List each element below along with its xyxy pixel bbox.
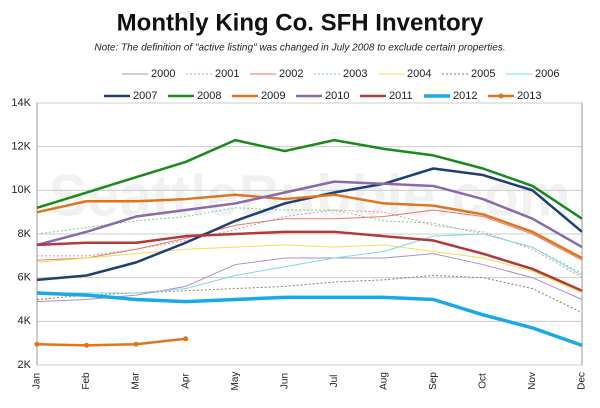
- legend-label: 2001: [215, 68, 239, 80]
- legend-label: 2000: [151, 68, 175, 80]
- y-tick-label: 2K: [18, 359, 32, 371]
- legend-label: 2003: [343, 68, 367, 80]
- legend-label: 2005: [471, 68, 495, 80]
- point: [183, 336, 189, 342]
- legend-label: 2012: [453, 90, 477, 102]
- x-tick-label: Apr: [180, 373, 191, 389]
- legend-marker: [498, 93, 504, 99]
- series-line: [36, 291, 583, 348]
- x-tick-label: Feb: [81, 372, 92, 390]
- y-tick-label: 4K: [18, 315, 32, 327]
- point: [133, 341, 139, 347]
- x-tick-label: Jul: [329, 375, 340, 388]
- point: [84, 342, 90, 348]
- series-line: [36, 253, 583, 303]
- chart-title: Monthly King Co. SFH Inventory: [117, 9, 484, 36]
- legend-item: 2010: [296, 90, 349, 102]
- series-line: [36, 274, 583, 314]
- legend-item: 2002: [250, 68, 303, 80]
- y-tick-label: 10K: [11, 184, 31, 196]
- legend-label: 2009: [261, 90, 285, 102]
- x-tick-label: Jun: [279, 373, 290, 389]
- series-line: [36, 230, 583, 292]
- x-tick-label: Aug: [378, 372, 389, 390]
- legend-label: 2006: [535, 68, 559, 80]
- legend-label: 2008: [197, 90, 221, 102]
- legend-label: 2010: [325, 90, 349, 102]
- y-tick-label: 6K: [18, 272, 32, 284]
- series-line: [36, 209, 583, 261]
- legend-item: 2000: [122, 68, 175, 80]
- y-tick-label: 14K: [11, 97, 31, 109]
- legend-item: 2013: [488, 90, 541, 102]
- y-tick-label: 12K: [11, 141, 31, 153]
- legend-item: 2007: [104, 90, 157, 102]
- series-line: [37, 209, 583, 279]
- x-tick-label: Dec: [577, 372, 588, 390]
- y-tick-label: 8K: [18, 228, 32, 240]
- legend-label: 2002: [279, 68, 303, 80]
- series-line: [36, 244, 583, 294]
- x-tick-label: Nov: [527, 372, 538, 390]
- point: [34, 341, 40, 347]
- legend-item: 2003: [314, 68, 367, 80]
- legend-item: 2009: [232, 90, 285, 102]
- legend-label: 2004: [407, 68, 431, 80]
- series-line: [36, 138, 583, 220]
- series-line: [36, 193, 583, 260]
- legend-item: 2012: [424, 90, 477, 102]
- legend-item: 2001: [186, 68, 239, 80]
- legend-item: 2008: [168, 90, 221, 102]
- legend-label: 2007: [133, 90, 157, 102]
- legend-item: 2004: [378, 68, 431, 80]
- series-line: [36, 337, 186, 347]
- legend-label: 2013: [517, 90, 541, 102]
- legend-item: 2011: [360, 90, 413, 102]
- x-tick-label: Sep: [428, 372, 439, 390]
- legend-label: 2011: [389, 90, 413, 102]
- legend-item: 2006: [506, 68, 559, 80]
- x-tick-label: Mar: [131, 372, 142, 390]
- series-line: [37, 233, 583, 294]
- x-tick-label: Jan: [32, 373, 43, 389]
- x-tick-label: Oct: [478, 373, 489, 389]
- chart-note: Note: The definition of "active listing"…: [94, 43, 505, 54]
- x-tick-label: May: [230, 372, 241, 391]
- series-line: [36, 180, 583, 249]
- legend-item: 2005: [442, 68, 495, 80]
